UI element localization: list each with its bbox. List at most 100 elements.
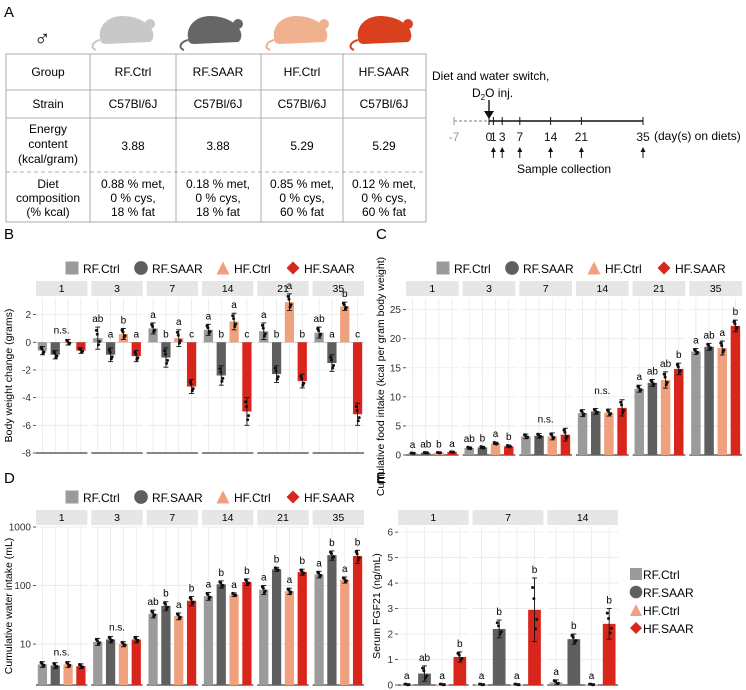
- table-cell-diet: 0 % cys,: [361, 191, 406, 205]
- data-point: [78, 348, 82, 352]
- data-point: [95, 332, 99, 336]
- bar-rf-ctrl: [148, 328, 158, 343]
- bar-hf-ctrl: [174, 616, 184, 685]
- bar-hf-saar: [186, 342, 197, 387]
- chart-cumulative-food-intake: Cumulative food intake (kcal per gram bo…: [375, 257, 742, 496]
- data-point: [289, 590, 293, 594]
- data-point: [609, 412, 613, 416]
- bar-rf-saar: [50, 342, 60, 355]
- data-point: [639, 388, 643, 392]
- facet-strip: [36, 281, 88, 296]
- bar-rf-ctrl: [259, 589, 269, 685]
- data-point: [234, 593, 238, 597]
- timeline-tick-label: -7: [449, 130, 460, 144]
- legend-triangle-marker: [216, 261, 230, 275]
- y-tick-label: 0: [395, 451, 401, 462]
- chart-serum-fgf21: Serum FGF21 (ng/mL)01234561aabab7abab14a…: [371, 510, 618, 690]
- facet-strip: [519, 281, 572, 296]
- bar-rf-saar: [704, 346, 714, 455]
- bar-hf-saar: [242, 581, 252, 685]
- legend-c: RF.Ctrl RF.SAAR HF.Ctrl HF.SAAR: [436, 261, 726, 276]
- data-point: [317, 329, 321, 333]
- significance-letter: a: [479, 671, 485, 682]
- y-tick-label: 100: [14, 581, 31, 592]
- data-point: [177, 341, 181, 345]
- y-tick-label: 10: [390, 392, 402, 403]
- data-point: [469, 446, 473, 450]
- data-point: [232, 317, 236, 321]
- facet-strip: [202, 510, 254, 525]
- legend-label-rf-ctrl: RF.Ctrl: [454, 262, 491, 276]
- bar-rf-saar: [216, 584, 226, 685]
- bar-rf-saar: [534, 435, 544, 455]
- facet-strip: [406, 281, 459, 296]
- legend-label-rf-saar: RF.SAAR: [643, 586, 694, 600]
- legend-label-rf-ctrl: RF.Ctrl: [83, 262, 120, 276]
- table-header-hf-ctrl: HF.Ctrl: [284, 65, 321, 79]
- data-point: [263, 589, 267, 593]
- legend-circle-marker: [505, 261, 519, 275]
- timeline-title: Diet and water switch,: [432, 69, 549, 83]
- bar-rf-saar: [327, 342, 337, 364]
- legend-label-hf-saar: HF.SAAR: [675, 262, 726, 276]
- significance-letter: ab: [420, 439, 432, 450]
- facet-strip: [36, 510, 88, 525]
- data-point: [300, 377, 304, 381]
- data-point: [356, 419, 360, 423]
- timeline-tick-label: 21: [575, 130, 589, 144]
- data-point: [537, 433, 541, 437]
- data-point: [498, 632, 502, 636]
- data-point: [407, 683, 411, 687]
- data-point: [412, 451, 416, 455]
- y-tick-label: -8: [22, 449, 31, 460]
- bar-hf-ctrl: [118, 644, 129, 685]
- data-point: [302, 571, 306, 575]
- data-point: [582, 412, 586, 416]
- data-point: [108, 350, 112, 354]
- significance-letter: a: [342, 564, 348, 575]
- y-axis-label: Cumulative food intake (kcal per gram bo…: [375, 257, 387, 496]
- table-cell-strain: C57Bl/6J: [194, 97, 243, 111]
- significance-letter: a: [316, 558, 322, 569]
- timeline-tick-label: 0: [486, 130, 493, 144]
- timeline-tick-label: 3: [499, 130, 506, 144]
- data-point: [246, 418, 250, 422]
- bar-hf-ctrl: [340, 579, 350, 685]
- bar-hf-saar: [186, 600, 197, 685]
- data-point: [720, 344, 724, 348]
- significance-letter: b: [676, 350, 682, 361]
- data-point: [460, 656, 464, 660]
- bar-hf-ctrl: [490, 443, 501, 455]
- significance-letter: n.s.: [54, 648, 70, 659]
- data-point: [275, 377, 279, 381]
- significance-letter: b: [436, 439, 442, 450]
- bar-rf-ctrl: [634, 388, 644, 455]
- data-point: [166, 358, 170, 362]
- data-point: [329, 552, 333, 556]
- panel-a-letter: A: [4, 4, 14, 21]
- y-tick-label: 4: [387, 579, 393, 590]
- significance-letter: a: [693, 336, 699, 347]
- data-point: [342, 577, 346, 581]
- bar-hf-ctrl: [284, 302, 295, 343]
- significance-letter: b: [189, 583, 195, 594]
- data-point: [244, 405, 248, 409]
- significance-letter: a: [108, 329, 114, 340]
- significance-letter: a: [514, 671, 520, 682]
- significance-letter: a: [287, 575, 293, 586]
- legend-circle-marker: [134, 261, 148, 275]
- y-tick-label: 6: [387, 528, 393, 539]
- data-point: [565, 435, 569, 439]
- bar-rf-ctrl: [203, 596, 214, 685]
- facet-label: 35: [332, 283, 344, 295]
- bar-rf-saar: [567, 639, 581, 685]
- timeline-injection: D2O inj.: [472, 86, 513, 102]
- significance-letter: a: [176, 317, 182, 328]
- facet-strip: [472, 510, 544, 525]
- y-axis-label: Cumulative water intake (mL): [3, 538, 15, 675]
- data-point: [556, 681, 560, 685]
- facet-label: 35: [710, 283, 722, 295]
- bar-rf-saar: [105, 639, 116, 685]
- y-tick-label: -2: [22, 365, 31, 376]
